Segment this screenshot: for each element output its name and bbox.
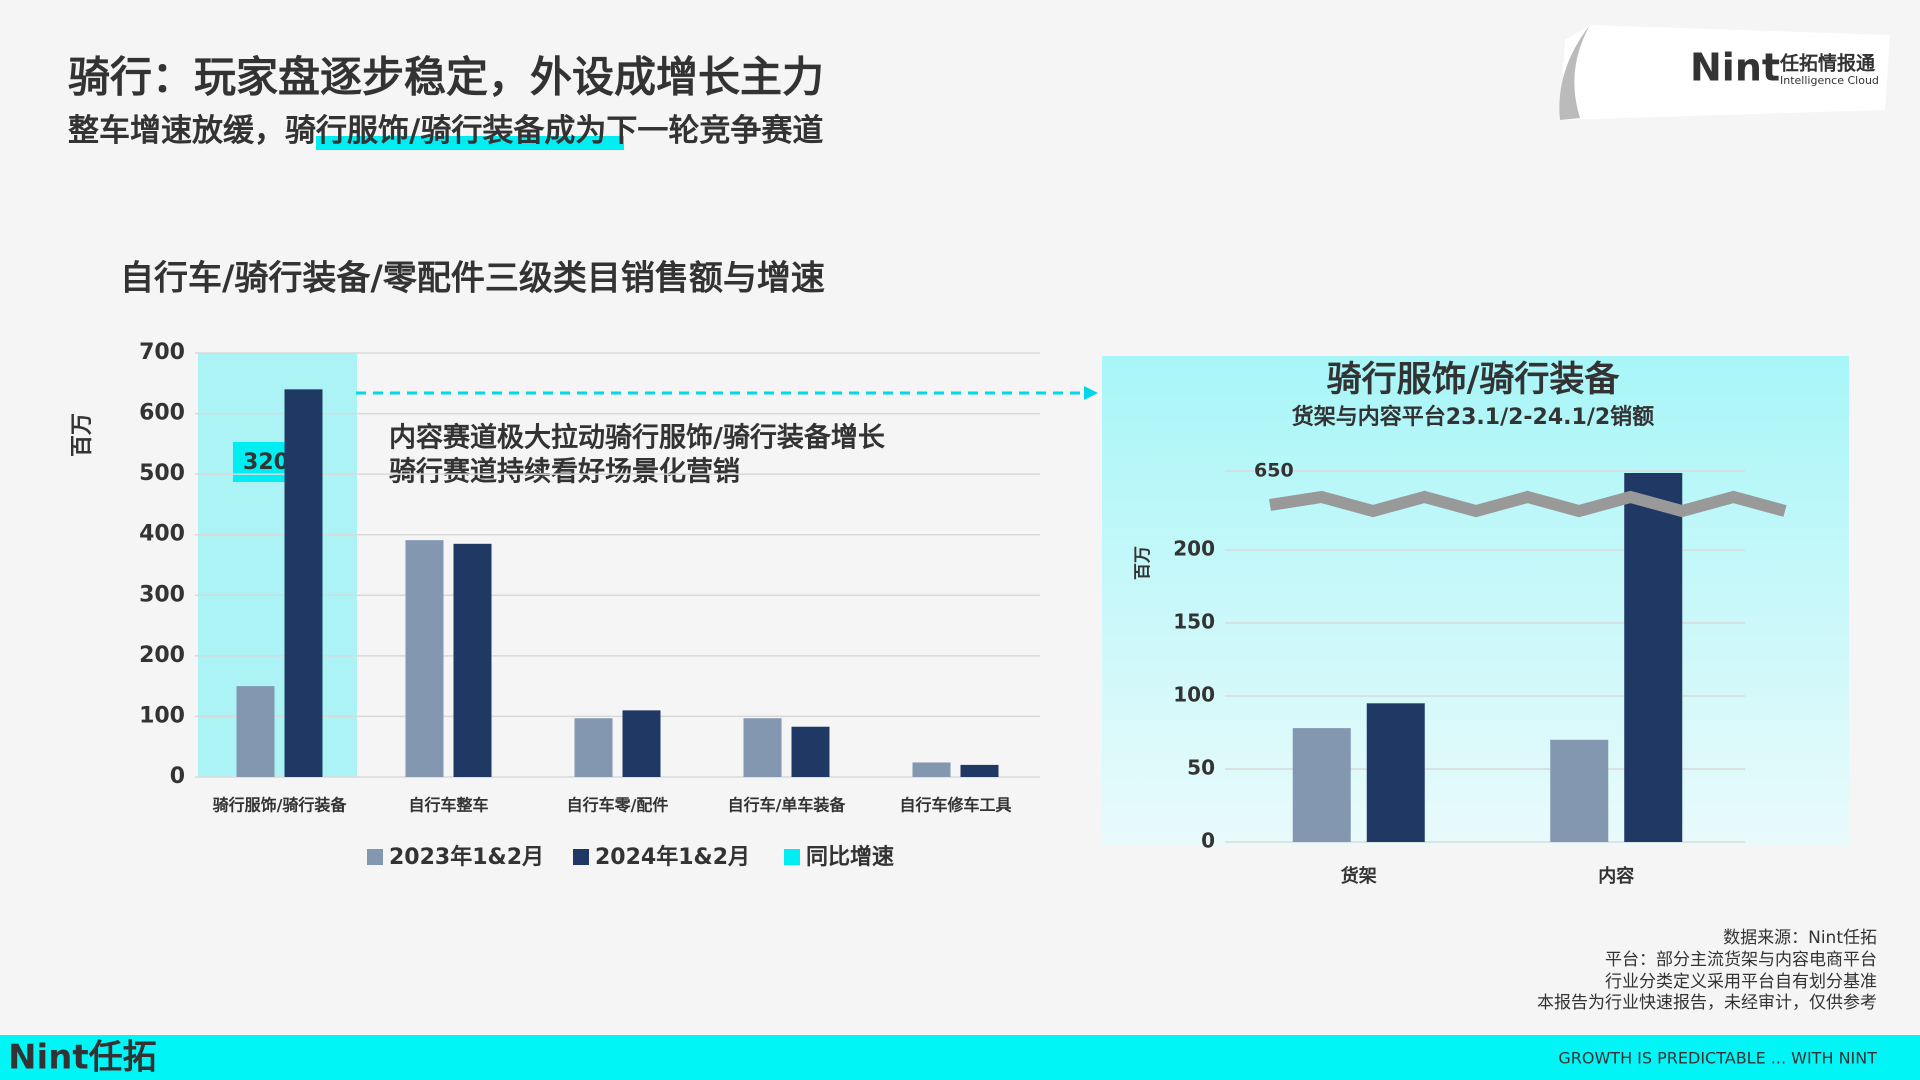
data-label: 650 <box>1254 460 1294 482</box>
note: 本报告为行业快速报告，未经审计，仅供参考 <box>1537 993 1877 1013</box>
axis-break <box>1269 490 1787 518</box>
y-tick-label: 0 <box>170 764 185 789</box>
slide-subtitle: 整车增速放缓，骑行服饰/骑行装备成为下一轮竞争赛道 <box>68 113 823 149</box>
logo-paper <box>1560 25 1890 120</box>
y-axis-label: 百万 <box>70 413 95 457</box>
bar <box>622 710 661 777</box>
legend-swatch <box>573 849 589 865</box>
y-tick-label: 700 <box>139 340 185 365</box>
chart-panel <box>1102 356 1849 845</box>
y-tick-label: 150 <box>1173 610 1215 634</box>
note: 平台：部分主流货架与内容电商平台 <box>1605 950 1877 970</box>
y-tick-label: 100 <box>1173 683 1215 707</box>
bar <box>1292 728 1351 842</box>
x-tick-label: 自行车整车 <box>408 796 488 815</box>
logo-tagline: Intelligence Cloud <box>1780 74 1879 87</box>
annotation: 内容赛道极大拉动骑行服饰/骑行装备增长 <box>389 422 886 454</box>
x-tick-label: 内容 <box>1598 865 1634 887</box>
slide-title: 骑行：玩家盘逐步稳定，外设成增长主力 <box>68 53 824 102</box>
legend-swatch <box>784 849 800 865</box>
bar <box>1366 703 1425 842</box>
x-tick-label: 货架 <box>1341 865 1377 887</box>
chart-title: 骑行服饰/骑行装备 <box>1327 360 1621 400</box>
footer-slogan: GROWTH IS PREDICTABLE ... WITH NINT <box>1558 1049 1877 1068</box>
note: 数据来源：Nint任拓 <box>1723 928 1877 948</box>
y-tick-label: 300 <box>139 582 185 607</box>
y-tick-label: 600 <box>139 401 185 426</box>
y-tick-label: 50 <box>1187 756 1215 780</box>
legend-label: 同比增速 <box>806 844 894 870</box>
bar <box>236 686 275 777</box>
subtitle-part: 骑行服饰/骑行装备 <box>285 113 545 149</box>
footer-bar <box>0 1035 1920 1080</box>
y-axis-label: 百万 <box>1133 546 1153 580</box>
arrow-head <box>1084 386 1098 400</box>
x-tick-label: 骑行服饰/骑行装备 <box>213 796 348 815</box>
y-tick-label: 200 <box>1173 537 1215 561</box>
y-tick-label: 0 <box>1201 829 1215 853</box>
bar <box>574 718 613 777</box>
bar <box>743 718 782 777</box>
x-tick-label: 自行车/单车装备 <box>728 796 847 815</box>
bar <box>912 762 951 777</box>
y-tick-label: 200 <box>139 643 185 668</box>
chart-subtitle: 货架与内容平台23.1/2-24.1/2销额 <box>1292 404 1654 430</box>
chart-title: 自行车/骑行装备/零配件三级类目销售额与增速 <box>120 259 825 299</box>
y-tick-label: 400 <box>139 522 185 547</box>
note: 行业分类定义采用平台自有划分基准 <box>1605 972 1877 992</box>
subtitle-part: 整车增速放缓， <box>68 113 285 149</box>
bar <box>791 726 830 777</box>
logo-curl <box>1559 25 1590 120</box>
notes: 数据来源：Nint任拓 平台：部分主流货架与内容电商平台 行业分类定义采用平台自… <box>1537 928 1877 1013</box>
bar <box>405 540 444 777</box>
bar <box>1550 739 1609 842</box>
bar <box>960 764 999 777</box>
x-tick-label: 自行车修车工具 <box>899 796 1011 815</box>
logo-name: 任拓情报通 <box>1779 52 1876 75</box>
bar <box>284 389 323 777</box>
y-tick-label: 100 <box>139 703 185 728</box>
footer-brand: Nint任拓 <box>8 1038 157 1078</box>
growth-band <box>198 353 357 777</box>
x-tick-label: 自行车零/配件 <box>567 796 669 815</box>
bar <box>1624 473 1683 842</box>
legend-label: 2023年1&2月 <box>389 844 544 870</box>
legend-swatch <box>367 849 383 865</box>
annotation: 骑行赛道持续看好场景化营销 <box>389 456 740 488</box>
bar <box>453 543 492 777</box>
y-tick-label: 500 <box>139 461 185 486</box>
logo-brand: Nint <box>1690 46 1780 90</box>
legend-label: 2024年1&2月 <box>595 844 750 870</box>
subtitle-part: 成为下一轮竞争赛道 <box>544 113 823 149</box>
subtitle-highlight <box>316 136 624 150</box>
